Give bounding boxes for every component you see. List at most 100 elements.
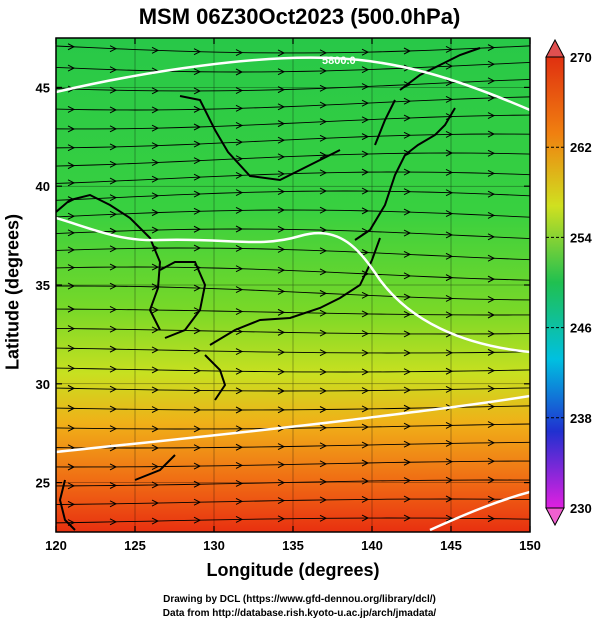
streamline-arrow [361, 387, 370, 395]
streamline-arrow [487, 190, 496, 198]
streamline-arrow [361, 249, 370, 256]
streamline-arrow [319, 268, 328, 276]
streamline [56, 498, 530, 506]
streamline [56, 209, 530, 218]
streamline-arrow [445, 62, 454, 70]
streamline-arrow [487, 112, 496, 120]
streamline-arrow [319, 206, 328, 214]
y-tick-label: 30 [36, 377, 50, 392]
contour-5880-south [56, 394, 530, 454]
streamline-arrow [487, 311, 496, 319]
colorbar-tick-label: 254 [570, 230, 592, 245]
streamline-arrow [277, 287, 286, 295]
streamline-arrow [277, 225, 286, 233]
streamline-arrow [109, 210, 118, 218]
streamline-arrow [277, 328, 286, 336]
streamline-arrow [277, 170, 286, 178]
streamline-arrow [403, 404, 412, 412]
streamline-arrow [529, 348, 530, 355]
streamline-arrow [235, 348, 244, 355]
streamline [56, 114, 530, 130]
streamline-arrow [445, 349, 454, 357]
streamline-arrow [193, 462, 202, 470]
streamline-arrow [67, 463, 76, 471]
streamline-arrow [403, 514, 412, 522]
streamline-arrow [529, 235, 530, 242]
streamline-arrow [445, 169, 454, 176]
streamline-arrow [319, 118, 328, 126]
streamline-arrow [487, 149, 496, 157]
streamline-arrow [403, 311, 412, 318]
streamline-arrow [235, 515, 244, 523]
streamline-arrow [277, 406, 286, 414]
streamline-arrow [319, 309, 328, 317]
streamline-arrow [235, 121, 244, 129]
streamline-arrow [487, 421, 496, 429]
streamline [56, 460, 530, 468]
streamline-arrow [277, 348, 286, 356]
colorbar-tick-label: 270 [570, 50, 592, 65]
streamline-arrow [529, 296, 530, 303]
streamline-arrow [361, 349, 370, 357]
streamline-arrow [487, 457, 496, 465]
streamline-arrow [277, 308, 286, 316]
streamline-arrow [361, 368, 370, 376]
streamline-arrow [403, 477, 412, 484]
streamline-arrow [487, 348, 496, 356]
streamline-arrow [235, 425, 244, 433]
streamline-arrow [403, 229, 412, 237]
streamline-arrow [445, 385, 454, 393]
streamline-arrow [487, 476, 496, 484]
streamline-arrow [529, 59, 530, 66]
streamline-arrow [529, 366, 530, 373]
streamline-arrow [151, 124, 160, 132]
streamline-arrow [109, 160, 118, 168]
streamline-arrow [529, 42, 530, 49]
y-tick-label: 40 [36, 179, 50, 194]
streamline-arrow [277, 68, 286, 76]
streamline-arrow [319, 49, 328, 57]
streamline-arrow [67, 364, 76, 372]
streamline-arrow [67, 246, 76, 254]
streamline-arrow [67, 179, 76, 187]
streamline-arrow [361, 270, 370, 278]
x-tick-label: 120 [45, 538, 67, 553]
streamline-arrow [403, 349, 412, 357]
streamline-arrow [403, 149, 412, 157]
streamline-arrow [529, 112, 530, 119]
streamline [56, 347, 530, 354]
streamline-arrow [487, 515, 496, 523]
streamline-arrow [109, 66, 118, 74]
streamline-arrow [319, 187, 328, 195]
streamline [56, 441, 530, 449]
streamline-arrow [529, 516, 530, 523]
streamline-arrow [319, 247, 328, 255]
streamline-arrow [235, 461, 244, 469]
streamline-arrow [235, 206, 244, 214]
streamline-arrow [319, 496, 328, 504]
streamline-arrow [319, 368, 328, 376]
streamline-arrow [529, 496, 530, 503]
streamline-arrow [487, 296, 496, 303]
streamline-arrow [445, 113, 454, 121]
streamline-arrow [67, 64, 76, 72]
streamline-arrow [235, 265, 244, 273]
streamline-arrow [529, 311, 530, 318]
streamline-arrow [151, 481, 160, 489]
streamline-arrow [487, 495, 496, 503]
streamline-arrow [151, 306, 160, 314]
streamline-arrow [193, 87, 202, 95]
streamline-arrow [445, 311, 454, 319]
streamline-arrow [193, 225, 202, 233]
streamline-arrow [67, 384, 76, 392]
contour-5940 [429, 490, 530, 532]
streamline-arrow [151, 326, 160, 334]
streamline-arrow [109, 245, 118, 253]
streamline-arrow [487, 60, 496, 68]
streamline-arrow [109, 365, 118, 373]
streamline-arrow [445, 274, 454, 282]
streamline-arrow [319, 442, 328, 450]
streamline-arrow [277, 120, 286, 128]
streamline-arrow [403, 131, 412, 139]
colorbar [545, 56, 565, 509]
